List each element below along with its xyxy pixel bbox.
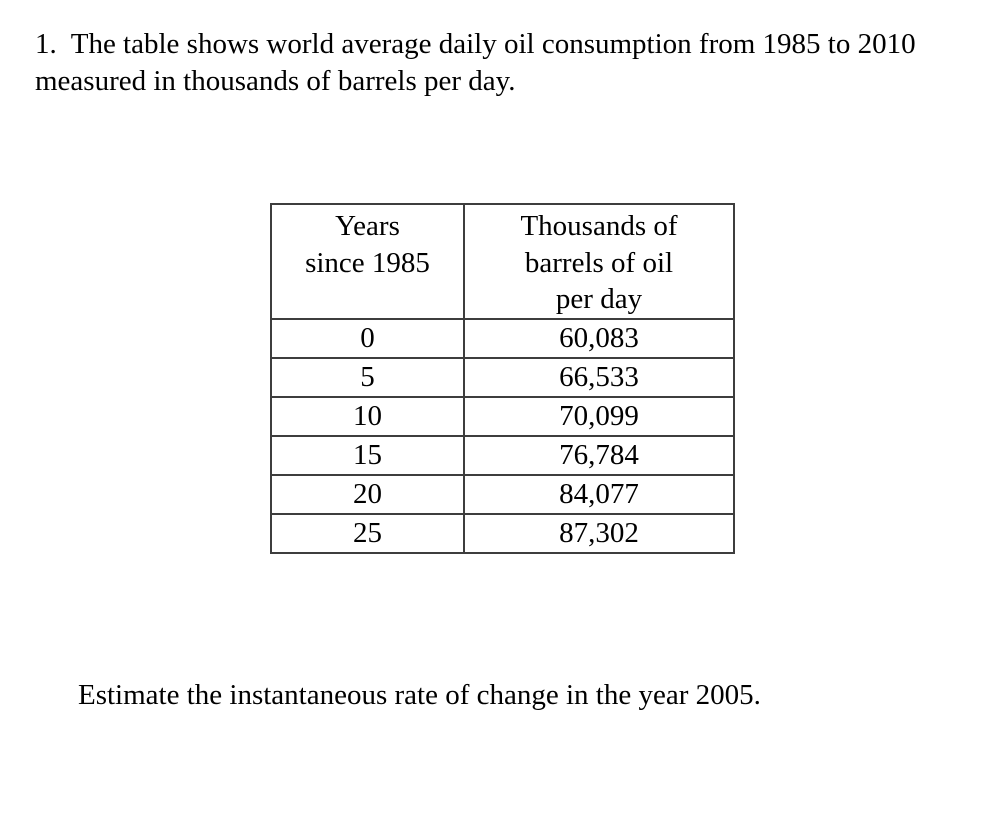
table-row: 20 84,077 bbox=[270, 473, 735, 515]
column-header-years: Years since 1985 bbox=[270, 203, 465, 320]
barrels-cell: 84,077 bbox=[463, 473, 735, 515]
barrels-cell: 60,083 bbox=[463, 317, 735, 359]
years-cell: 10 bbox=[270, 395, 465, 437]
column-header-line: per day bbox=[555, 283, 643, 315]
barrels-cell: 87,302 bbox=[463, 512, 735, 554]
oil-consumption-table: Years since 1985 Thousands of barrels of… bbox=[270, 203, 735, 554]
years-cell: 20 bbox=[270, 473, 465, 515]
table-header-row: Years since 1985 Thousands of barrels of… bbox=[270, 203, 735, 320]
barrels-cell: 76,784 bbox=[463, 434, 735, 476]
table-row: 25 87,302 bbox=[270, 512, 735, 554]
table-row: 10 70,099 bbox=[270, 395, 735, 437]
column-header-line: Years bbox=[335, 210, 400, 242]
barrels-cell: 66,533 bbox=[463, 356, 735, 398]
table-row: 0 60,083 bbox=[270, 317, 735, 359]
years-cell: 15 bbox=[270, 434, 465, 476]
table-row: 15 76,784 bbox=[270, 434, 735, 476]
column-header-line: since 1985 bbox=[305, 246, 430, 279]
column-header-line: barrels of oil bbox=[524, 246, 674, 279]
column-header-barrels: Thousands of barrels of oil per day bbox=[463, 203, 735, 320]
table-row: 5 66,533 bbox=[270, 356, 735, 398]
column-header-line: Thousands of bbox=[520, 210, 678, 242]
years-cell: 0 bbox=[270, 317, 465, 359]
problem-statement: 1. The table shows world average daily o… bbox=[35, 28, 923, 97]
barrels-cell: 70,099 bbox=[463, 395, 735, 437]
question-text: Estimate the instantaneous rate of chang… bbox=[78, 679, 761, 711]
years-cell: 5 bbox=[270, 356, 465, 398]
years-cell: 25 bbox=[270, 512, 465, 554]
